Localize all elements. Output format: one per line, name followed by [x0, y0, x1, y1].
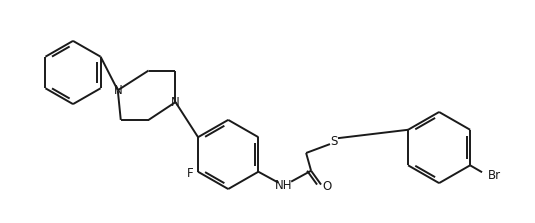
Text: F: F [187, 167, 194, 180]
Text: N: N [113, 84, 122, 97]
Text: N: N [171, 96, 180, 109]
Text: O: O [323, 180, 332, 193]
Text: NH: NH [274, 179, 292, 192]
Text: S: S [330, 135, 338, 148]
Text: Br: Br [487, 169, 501, 182]
